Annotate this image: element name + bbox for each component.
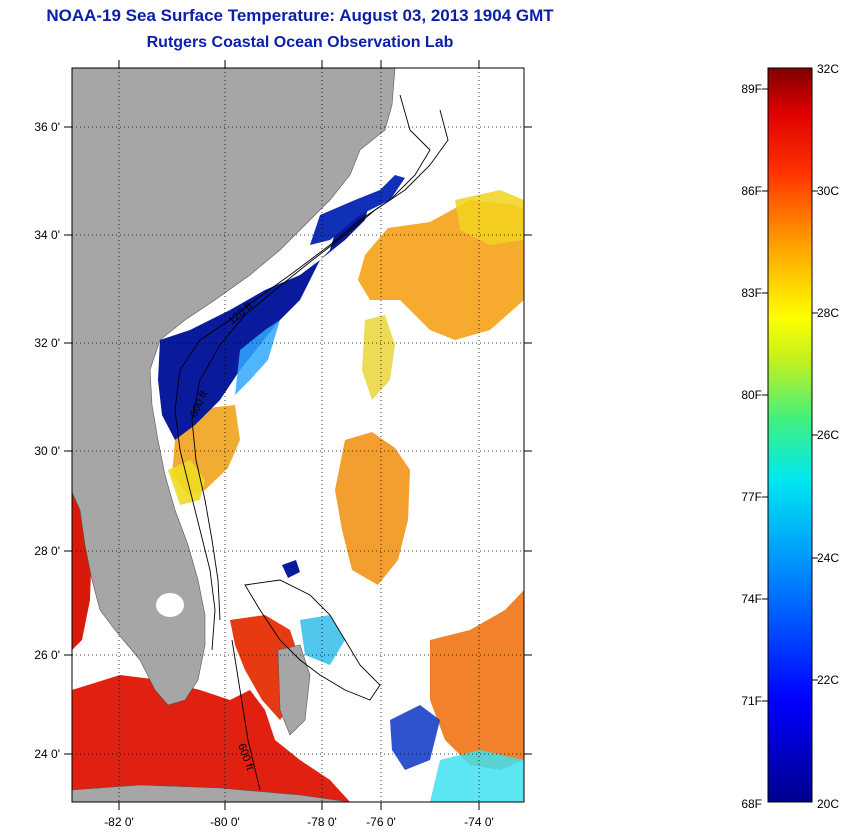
- map-subtitle: Rutgers Coastal Ocean Observation Lab: [146, 34, 454, 51]
- lat-label: 24 0': [34, 747, 60, 761]
- colorbar-ticks: [762, 88, 818, 702]
- colorbar-fahrenheit-label: 86F: [741, 184, 762, 198]
- map-title: NOAA-19 Sea Surface Temperature: August …: [46, 6, 554, 25]
- contour-shelf-600ft: [191, 109, 449, 621]
- graticule: [72, 68, 524, 802]
- colorbar-fahrenheit-label: 77F: [741, 490, 762, 504]
- colorbar-fahrenheit-label: 71F: [741, 694, 762, 708]
- lat-label: 28 0': [34, 544, 60, 558]
- land-southeast-us: [72, 68, 396, 706]
- colorbar-celsius-label: 32C: [817, 62, 839, 76]
- land-andros-island: [277, 644, 311, 736]
- lon-label: -82 0': [104, 815, 134, 829]
- land-cuba: [72, 784, 351, 802]
- colorbar-fahrenheit-label: 68F: [741, 797, 762, 811]
- bathymetry-contours: [174, 94, 449, 791]
- colorbar-celsius-label: 20C: [817, 797, 839, 811]
- colorbar-fahrenheit-label: 83F: [741, 286, 762, 300]
- sst-patch-central-yellow: [362, 315, 395, 400]
- colorbar-fahrenheit-label: 80F: [741, 388, 762, 402]
- sst-patch-central: [335, 432, 410, 585]
- sst-patch-cold-edge: [235, 320, 280, 395]
- land-layer: [72, 68, 396, 802]
- map-frame: [71, 67, 525, 803]
- colorbar-celsius-label: 28C: [817, 306, 839, 320]
- lat-label: 34 0': [34, 228, 60, 242]
- lat-label: 26 0': [34, 648, 60, 662]
- sst-patch-southeast-cyan: [430, 750, 524, 802]
- map-panel: 120 ft 600 ft 600 ft: [72, 68, 524, 802]
- contour-shelf-120ft: [174, 94, 431, 651]
- lon-label: -76 0': [366, 815, 396, 829]
- sst-patch-warm-south: [72, 675, 350, 802]
- lon-label: -78 0': [307, 815, 337, 829]
- contour-bahamas-bank: [244, 579, 381, 701]
- map-ticks: [64, 60, 532, 810]
- colorbar-fahrenheit-label: 74F: [741, 592, 762, 606]
- colorbar-celsius-label: 26C: [817, 428, 839, 442]
- sst-data-layer: [72, 175, 524, 802]
- sst-patch-small-blue: [282, 560, 300, 578]
- contour-straits: [231, 639, 261, 791]
- colorbar-celsius-label: 22C: [817, 673, 839, 687]
- sst-patch-florida-coast-yellow: [168, 460, 205, 505]
- colorbar: 32C 30C 28C 26C 24C 22C 20C 89F 86F 83F …: [741, 62, 839, 811]
- sst-patch-southeast-blue: [390, 705, 440, 770]
- colorbar-celsius-label: 24C: [817, 551, 839, 565]
- colorbar-gradient: [767, 67, 813, 803]
- sst-patch-southeast: [430, 590, 524, 770]
- colorbar-fahrenheit-label: 89F: [741, 82, 762, 96]
- colorbar-celsius-label: 30C: [817, 184, 839, 198]
- lat-label: 32 0': [34, 336, 60, 350]
- lat-label: 36 0': [34, 120, 60, 134]
- sst-patch-cold-shelf: [158, 200, 370, 440]
- sst-patch-offshore-north-yellow: [455, 190, 524, 245]
- sst-patch-bahamas-mix: [300, 615, 345, 665]
- lat-label: 30 0': [34, 444, 60, 458]
- lake-okeechobee: [156, 593, 184, 617]
- lon-label: -80 0': [210, 815, 240, 829]
- lon-label: -74 0': [464, 815, 494, 829]
